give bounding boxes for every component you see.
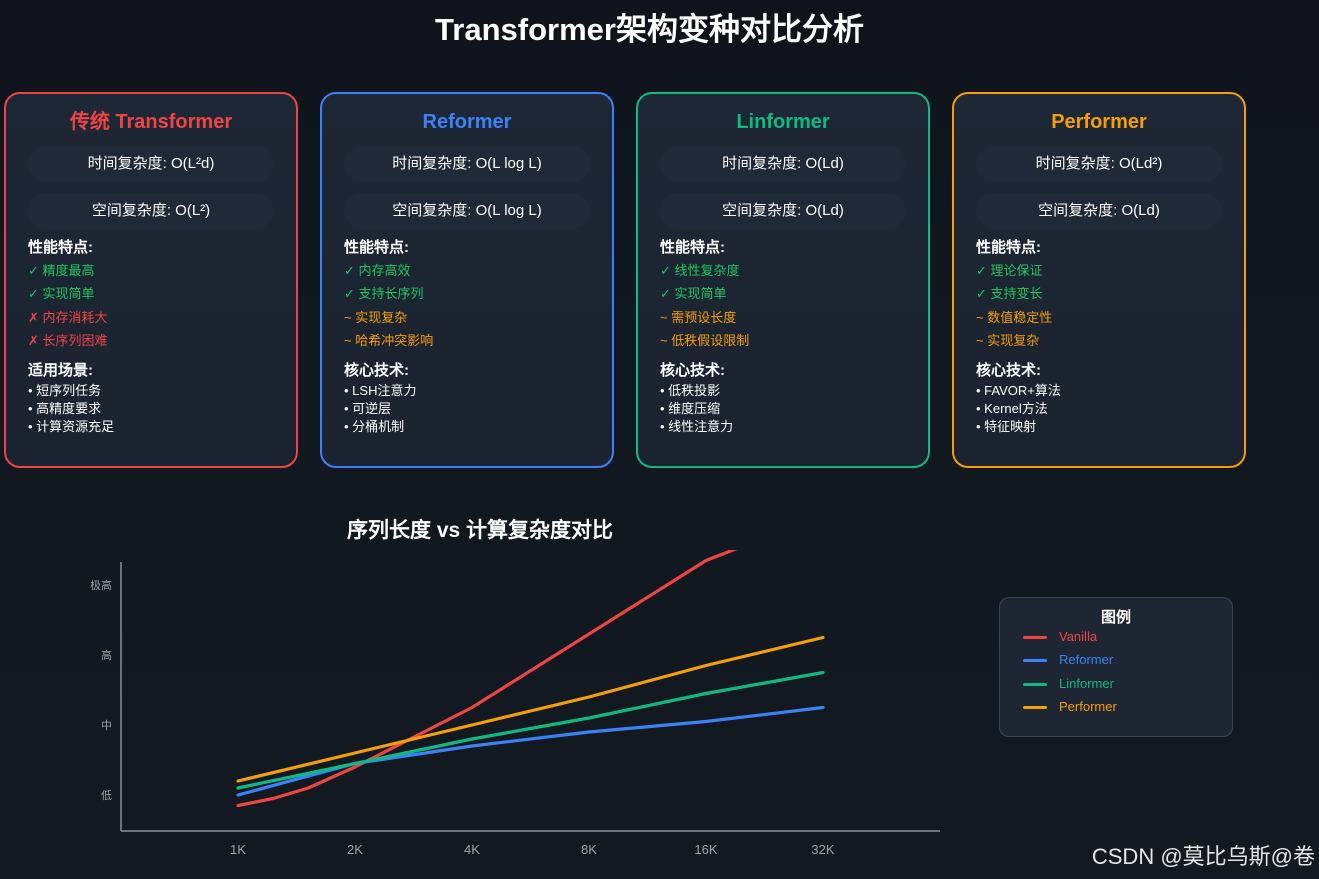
feature-item: ✓ 精度最高 — [28, 263, 95, 278]
legend-item: Performer — [1023, 696, 1232, 719]
watermark: CSDN @莫比乌斯@卷 — [1091, 844, 1315, 869]
x-tick-label: 32K — [811, 842, 834, 857]
x-tick-label: 8K — [581, 842, 597, 857]
legend-label: Linformer — [1059, 675, 1114, 691]
time-complexity: 时间复杂度: O(L²d) — [28, 146, 274, 182]
bullet-item: • 短序列任务 — [28, 383, 102, 399]
feature-item: ✗ 内存消耗大 — [28, 309, 108, 325]
legend-swatch — [1023, 659, 1047, 663]
card-title: Performer — [1051, 111, 1147, 133]
feature-item: ✓ 支持变长 — [976, 286, 1043, 302]
time-complexity: 时间复杂度: O(L log L) — [344, 146, 590, 182]
legend-item: Linformer — [1023, 673, 1232, 696]
legend-label: Vanilla — [1059, 629, 1098, 644]
bullet-item: • Kernel方法 — [976, 401, 1048, 417]
variant-card: Performer 时间复杂度: O(Ld²) 空间复杂度: O(Ld) 性能特点: ✓… — [952, 92, 1246, 468]
bullet-item: • 计算资源充足 — [28, 419, 115, 435]
feature-item: ~ 需预设长度 — [660, 309, 737, 325]
card-title: 传统 Transformer — [69, 111, 233, 133]
bullet-item: • 可逆层 — [344, 401, 392, 417]
space-complexity: 空间复杂度: O(L log L) — [344, 193, 590, 229]
bullet-item: • 低秩投影 — [660, 383, 721, 399]
card-title: Reformer — [422, 111, 512, 133]
perf-heading: 性能特点: — [28, 239, 93, 256]
variant-card: 传统 Transformer 时间复杂度: O(L²d) 空间复杂度: O(L²) 性… — [4, 92, 298, 468]
space-complexity: 空间复杂度: O(L²) — [28, 193, 274, 229]
x-tick-label: 16K — [694, 842, 717, 857]
bullet-item: • LSH注意力 — [344, 383, 417, 399]
second-heading: 核心技术: — [344, 362, 409, 380]
bullet-item: • 维度压缩 — [660, 401, 721, 417]
bullet-item: • 线性注意力 — [660, 419, 734, 435]
perf-heading: 性能特点: — [660, 239, 725, 256]
feature-item: ✗ 长序列困难 — [28, 332, 108, 348]
feature-item: ✓ 实现简单 — [660, 286, 727, 302]
bullet-item: • 特征映射 — [976, 419, 1037, 435]
chart-legend: 图例 Vanilla Reformer Linformer Performer — [999, 597, 1233, 737]
series-line-linformer — [236, 670, 825, 790]
complexity-chart: 低 中 高 极高 1K 2K 4K 8K 16K 32K — [90, 550, 940, 857]
y-tick-label: 极高 — [90, 578, 112, 592]
legend-label: Performer — [1059, 699, 1117, 715]
feature-item: ✓ 实现简单 — [28, 286, 95, 302]
feature-item: ✓ 理论保证 — [976, 263, 1043, 278]
x-tick-label: 4K — [464, 842, 480, 857]
feature-item: ~ 实现复杂 — [976, 332, 1040, 348]
bullet-item: • 分桶机制 — [344, 419, 405, 435]
feature-item: ✓ 线性复杂度 — [660, 263, 740, 278]
second-heading: 适用场景: — [28, 362, 93, 380]
series-line-performer — [236, 635, 825, 783]
bullet-item: • 高精度要求 — [28, 401, 102, 417]
second-heading: 核心技术: — [660, 362, 725, 380]
space-complexity: 空间复杂度: O(Ld) — [976, 193, 1222, 229]
x-tick-label: 2K — [347, 842, 363, 857]
legend-swatch — [1023, 682, 1047, 686]
space-complexity: 空间复杂度: O(Ld) — [660, 193, 906, 229]
time-complexity: 时间复杂度: O(Ld²) — [976, 146, 1222, 182]
y-tick-label: 低 — [101, 789, 112, 802]
feature-item: ✓ 内存高效 — [344, 263, 411, 278]
legend-label: Reformer — [1059, 652, 1114, 668]
legend-title: 图例 — [1100, 609, 1131, 626]
bullet-item: • FAVOR+算法 — [976, 383, 1061, 399]
second-heading: 核心技术: — [976, 362, 1041, 380]
x-tick-label: 1K — [230, 842, 246, 857]
legend-item: Vanilla — [1023, 626, 1232, 649]
legend-swatch — [1023, 706, 1047, 710]
feature-item: ~ 低秩假设限制 — [660, 332, 750, 348]
page-title: Transformer架构变种对比分析 — [435, 12, 864, 47]
legend-item: Reformer — [1023, 649, 1232, 672]
variant-card: Reformer 时间复杂度: O(L log L) 空间复杂度: O(L log … — [320, 92, 614, 468]
variant-card: Linformer 时间复杂度: O(Ld) 空间复杂度: O(Ld) 性能特点: ✓ … — [636, 92, 930, 468]
feature-item: ~ 哈希冲突影响 — [344, 332, 434, 348]
feature-item: ✓ 支持长序列 — [344, 286, 424, 302]
perf-heading: 性能特点: — [976, 239, 1041, 256]
card-title: Linformer — [736, 111, 830, 133]
feature-item: ~ 数值稳定性 — [976, 309, 1053, 325]
time-complexity: 时间复杂度: O(Ld) — [660, 146, 906, 182]
series-line-vanilla — [236, 550, 738, 808]
feature-item: ~ 实现复杂 — [344, 309, 408, 325]
legend-swatch — [1023, 636, 1047, 639]
perf-heading: 性能特点: — [344, 239, 409, 256]
y-tick-label: 高 — [101, 648, 112, 662]
chart-title: 序列长度 vs 计算复杂度对比 — [346, 519, 614, 542]
y-tick-label: 中 — [101, 719, 112, 732]
